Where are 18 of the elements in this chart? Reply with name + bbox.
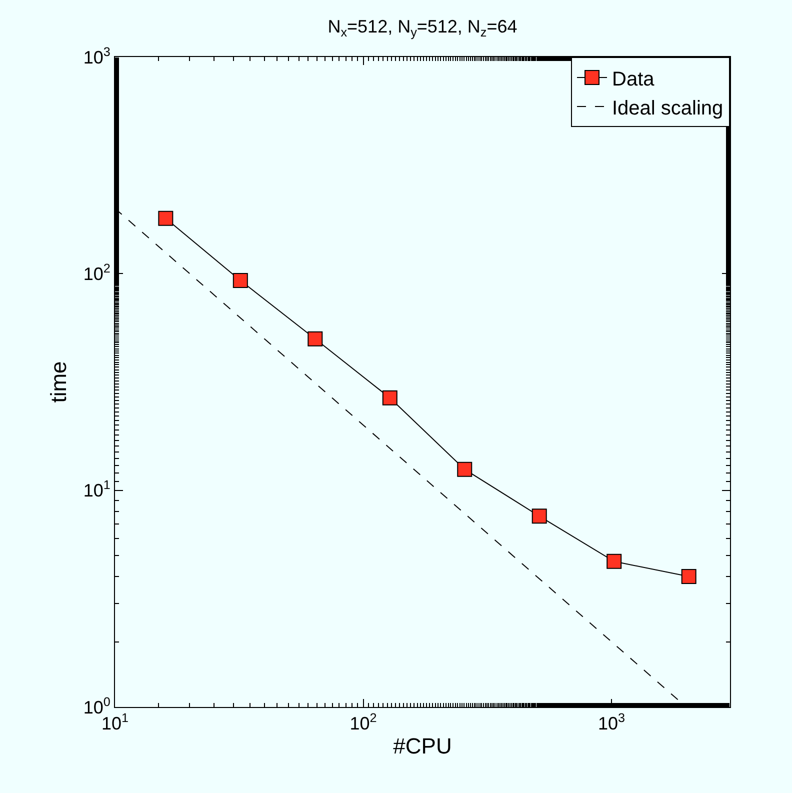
x-tick-label: 10$^{2}$	[350, 711, 377, 734]
y-tick-label: 10$^{3}$	[83, 44, 110, 68]
point	[382, 390, 398, 406]
chart-title: N$_{x}$=512, N$_{y}$=512, N$_{z}$=64	[328, 16, 518, 40]
legend-label: Data	[612, 68, 656, 90]
y-axis-title: time	[46, 361, 72, 403]
point	[532, 508, 547, 524]
point	[158, 210, 174, 226]
x-axis-title: #CPU	[393, 734, 452, 758]
point	[606, 554, 622, 569]
point	[232, 273, 248, 288]
point	[457, 462, 472, 477]
point	[681, 569, 696, 584]
point	[308, 331, 323, 346]
x-tick-label: 10$^{3}$	[598, 711, 626, 734]
y-tick-label: 10$^{1}$	[83, 478, 110, 501]
legend-label: Ideal scaling	[612, 97, 724, 120]
y-tick-label: 10$^{2}$	[83, 261, 110, 284]
